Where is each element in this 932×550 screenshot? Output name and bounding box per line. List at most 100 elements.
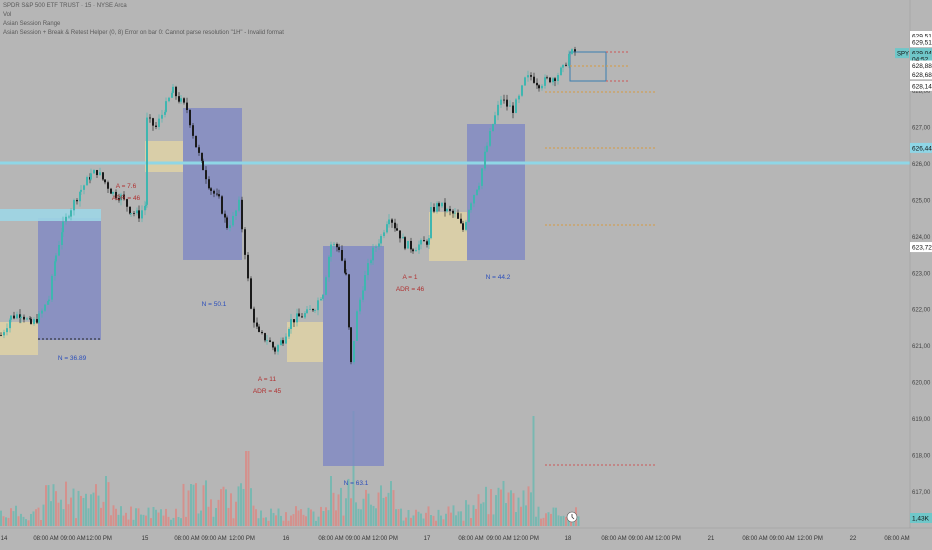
candle-body: [330, 244, 332, 257]
candle-body: [70, 210, 72, 217]
volume-bar: [105, 476, 107, 526]
volume-bar: [90, 494, 92, 526]
candle-body: [521, 85, 523, 96]
volume-bar: [272, 512, 275, 526]
candle-body: [359, 299, 361, 312]
volume-bar: [12, 511, 15, 526]
candle-body: [538, 85, 540, 89]
candle-body: [574, 49, 576, 52]
candle-body: [19, 314, 21, 318]
candle-body: [272, 341, 274, 348]
candle-body: [412, 249, 414, 252]
candle-body: [10, 315, 12, 320]
candle-body: [533, 76, 535, 83]
volume-bar: [142, 514, 145, 526]
candle-body: [288, 328, 290, 337]
candle-body: [38, 313, 40, 323]
candle-body: [465, 221, 467, 230]
candle-body: [345, 272, 347, 275]
volume-bar: [127, 519, 130, 526]
ticker-tag[interactable]: SPY: [897, 52, 909, 58]
candle-body: [9, 319, 11, 329]
volume-bar: [477, 494, 480, 526]
volume-bar: [527, 486, 530, 526]
volume-bar: [480, 503, 482, 526]
x-tick-label: 12:00 PM: [86, 536, 112, 542]
session-annotation: ADR = 46: [396, 286, 425, 293]
candle-body: [350, 327, 352, 363]
volume-bar: [30, 513, 32, 526]
x-tick-label: 21: [708, 536, 715, 542]
volume-bar: [295, 506, 297, 526]
volume-bar: [247, 451, 250, 526]
volume-bar: [167, 516, 170, 526]
candle-body: [282, 340, 284, 344]
candle-body: [344, 260, 346, 273]
candle-body: [415, 250, 417, 252]
candle-body: [541, 85, 543, 89]
volume-bar: [205, 480, 207, 526]
candle-body: [138, 210, 140, 219]
volume-bar: [565, 517, 567, 526]
volume-bar: [512, 493, 515, 526]
volume-bar: [492, 514, 495, 526]
candle-body: [306, 309, 308, 314]
y-tick-label: 625,00: [912, 198, 931, 204]
x-tick-label: 09:00 AM: [201, 536, 226, 542]
volume-bar: [252, 505, 255, 526]
session-annotation: N = 44.2: [486, 274, 511, 281]
volume-bar: [140, 514, 142, 526]
candle-body: [186, 102, 188, 111]
candle-body: [546, 77, 548, 79]
candle-body: [438, 203, 440, 207]
volume-bar: [325, 507, 327, 526]
candle-body: [146, 117, 148, 205]
candle-body: [90, 173, 92, 180]
volume-bar: [350, 498, 352, 526]
x-tick-label: 12:00 PM: [513, 536, 539, 542]
volume-bar: [290, 515, 292, 526]
clock-icon[interactable]: [566, 511, 578, 523]
price-axis[interactable]: 629,51629,00628,00627,00626,00625,00624,…: [895, 0, 932, 528]
volume-bar: [107, 482, 110, 526]
candle-body: [503, 99, 505, 101]
candle-body: [314, 310, 316, 311]
candle-body: [444, 202, 446, 212]
volume-bar: [302, 514, 305, 526]
volume-bar: [257, 518, 260, 526]
volume-bar: [22, 516, 25, 526]
candle-body: [338, 247, 340, 251]
legend-indicator-1[interactable]: Asian Session Range: [3, 21, 61, 27]
candle-body: [312, 309, 314, 311]
x-tick-label: 18: [565, 536, 572, 542]
x-tick-label: 08:00 AM: [318, 536, 343, 542]
candle-body: [178, 96, 180, 102]
volume-bar: [40, 520, 42, 526]
price-axis-bg: [910, 0, 932, 528]
y-tick-label: 624,00: [912, 235, 931, 241]
legend-volume-line[interactable]: Vol: [3, 12, 12, 18]
candle-body: [238, 199, 240, 211]
volume-bar: [475, 508, 477, 526]
volume-bar: [187, 490, 190, 526]
candle-body: [481, 168, 483, 186]
volume-bar: [317, 516, 320, 526]
volume-bar: [357, 508, 360, 526]
volume-bar: [515, 512, 517, 526]
volume-bar: [442, 519, 445, 526]
volume-bar: [137, 508, 140, 526]
volume-bar: [197, 513, 200, 526]
legend-symbol-line[interactable]: SPDR S&P 500 ETF TRUST · 15 · NYSE Arca: [3, 3, 127, 9]
volume-bar: [577, 516, 580, 526]
legend-indicator-2[interactable]: Asian Session + Break & Retest Helper (0…: [3, 30, 284, 36]
candle-body: [304, 313, 306, 318]
volume-bar: [497, 487, 500, 526]
volume-bar: [545, 513, 547, 526]
volume-bar: [345, 498, 347, 526]
time-axis[interactable]: 14 08:00 AM 09:00 AM 12:00 PM 15 08:00 AM 09:0…: [0, 527, 932, 542]
y-tick-label: 622,00: [912, 308, 931, 314]
candle-body: [112, 191, 114, 194]
candles: [0, 46, 576, 365]
candle-body: [158, 118, 160, 127]
